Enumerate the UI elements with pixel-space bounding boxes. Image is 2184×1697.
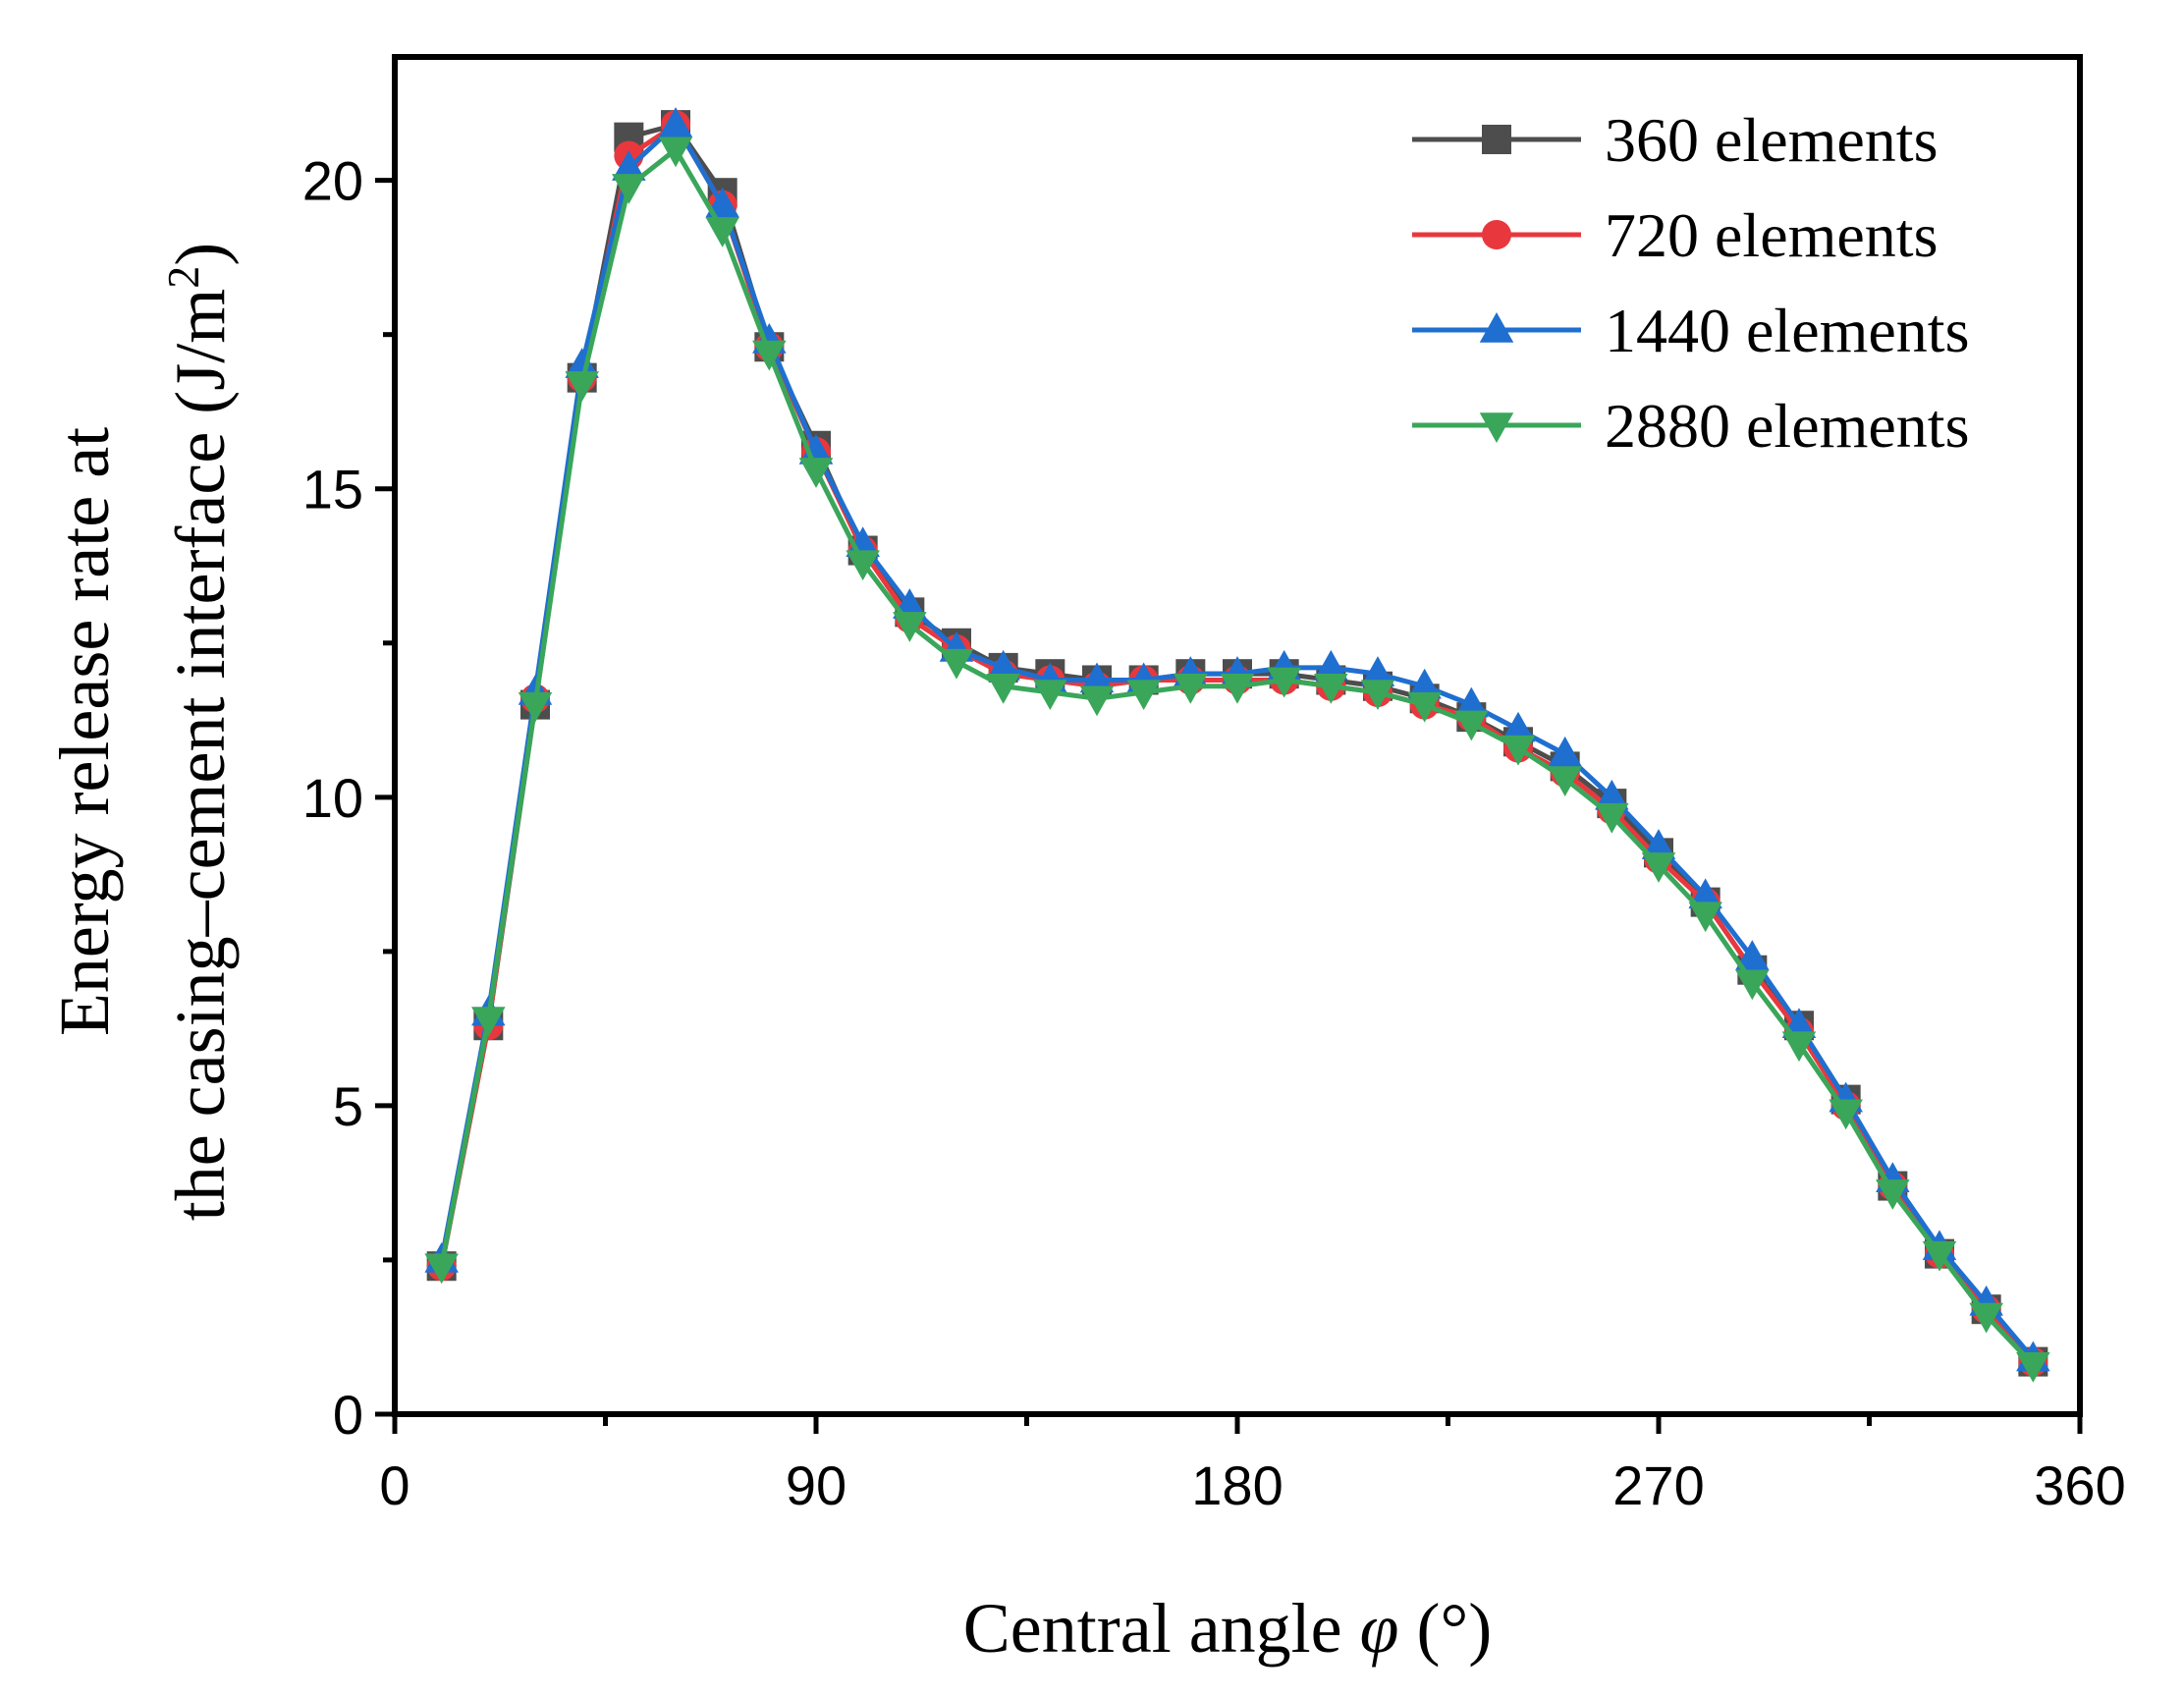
series-3-point xyxy=(1641,829,1676,859)
series-3-point xyxy=(1454,686,1489,718)
x-axis-title-unit: (°) xyxy=(1398,1589,1492,1668)
legend-item: 360 elements xyxy=(1412,105,1938,175)
series-4-point xyxy=(1595,802,1629,834)
y-tick-label: 15 xyxy=(302,459,363,520)
series-4-point xyxy=(1033,680,1067,711)
series-4-point xyxy=(471,1007,506,1037)
series-4-point xyxy=(1688,902,1722,933)
y-tick-label: 10 xyxy=(302,767,363,829)
x-tick-label: 270 xyxy=(1612,1454,1704,1516)
series-4-point xyxy=(1501,735,1536,766)
series-4-point xyxy=(1829,1099,1863,1130)
series-3-point xyxy=(1735,940,1770,970)
series-3-point xyxy=(1079,662,1115,693)
x-tick-label: 180 xyxy=(1191,1454,1283,1516)
series-4-point xyxy=(798,458,834,488)
y-axis-title-line-1: Energy release rate at xyxy=(45,427,124,1036)
series-4-point xyxy=(1314,673,1348,704)
series-3-point xyxy=(1360,656,1395,686)
series-4-point xyxy=(2016,1351,2050,1383)
y-axis-title-superscript: 2 xyxy=(158,266,208,289)
series-4-point xyxy=(1735,969,1770,1001)
legend-swatch-marker xyxy=(1482,220,1511,249)
series-4-point xyxy=(1126,680,1161,711)
series-4-point xyxy=(565,371,599,402)
legend-item: 2880 elements xyxy=(1412,391,1969,461)
series-4-point xyxy=(658,137,693,168)
legend-swatch-marker xyxy=(1482,125,1511,154)
series-3-point xyxy=(565,348,599,378)
series-4-point xyxy=(1969,1302,2003,1334)
legend-item: 1440 elements xyxy=(1412,296,1969,365)
series-3-point xyxy=(986,649,1020,681)
series-4-point xyxy=(1548,766,1582,796)
x-tick-label: 90 xyxy=(786,1454,846,1516)
series-3-point xyxy=(705,187,739,218)
series-4-point xyxy=(1922,1240,1957,1272)
series-3-point xyxy=(1501,711,1536,742)
series-3-point xyxy=(798,434,834,465)
y-axis-title: Energy release rate at the casing–cement… xyxy=(45,243,240,1222)
y-tick-label: 20 xyxy=(302,150,363,212)
legend: 360 elements 720 elements 1440 elements 288… xyxy=(1412,105,1969,461)
legend-swatch-marker xyxy=(1479,312,1514,343)
y-axis-title-line-2-main: the casing–cement interface (J/m xyxy=(161,289,240,1222)
series-4-point xyxy=(1360,680,1395,711)
x-axis-title-symbol: φ xyxy=(1360,1589,1399,1668)
series-4-point xyxy=(1267,667,1301,698)
series-4-point xyxy=(1407,691,1442,723)
legend-item: 720 elements xyxy=(1412,200,1938,270)
series-3-point xyxy=(612,150,646,181)
series-4-point xyxy=(705,217,739,247)
legend-label: 2880 elements xyxy=(1605,391,1969,461)
legend-swatch-marker xyxy=(1479,412,1514,443)
series-4 xyxy=(424,137,2050,1383)
y-tick-label: 0 xyxy=(333,1384,363,1446)
series-4-point xyxy=(424,1253,459,1285)
y-tick-label: 5 xyxy=(333,1075,363,1137)
series-4-point xyxy=(1079,685,1115,717)
legend-label: 1440 elements xyxy=(1605,296,1969,365)
series-4-point xyxy=(612,174,646,204)
x-axis-title-main: Central angle xyxy=(963,1589,1360,1668)
series-4-point xyxy=(1220,673,1255,704)
series-3-point xyxy=(1548,736,1582,767)
x-tick-label: 0 xyxy=(379,1454,410,1516)
series-4-point xyxy=(1454,710,1489,741)
series-4-point xyxy=(518,691,553,723)
y-axis-title-line-2: the casing–cement interface (J/m2) xyxy=(158,243,240,1222)
series-4-point xyxy=(1876,1179,1910,1210)
series-4-point xyxy=(752,340,787,371)
series-4-point xyxy=(1641,852,1676,883)
plot-layer: 0 90 180 270 360 0 5 10 15 20 xyxy=(302,54,2126,1516)
series-3-point xyxy=(1314,649,1348,681)
series-3-point xyxy=(1595,779,1629,810)
series-4-point xyxy=(986,673,1020,704)
series-3-point xyxy=(1407,668,1442,699)
series-4-point xyxy=(846,550,880,581)
series-3-point xyxy=(1688,878,1722,909)
x-axis-title: Central angle φ (°) xyxy=(963,1589,1492,1668)
series-4-point xyxy=(893,612,927,642)
legend-label: 720 elements xyxy=(1605,200,1938,270)
series-4-point xyxy=(939,648,974,680)
series-3-point xyxy=(658,107,693,137)
y-axis-title-close: ) xyxy=(161,243,240,266)
x-tick-label: 360 xyxy=(2034,1454,2125,1516)
legend-label: 360 elements xyxy=(1605,105,1938,175)
series-4-point xyxy=(1781,1031,1817,1063)
series-4-point xyxy=(1174,673,1208,704)
